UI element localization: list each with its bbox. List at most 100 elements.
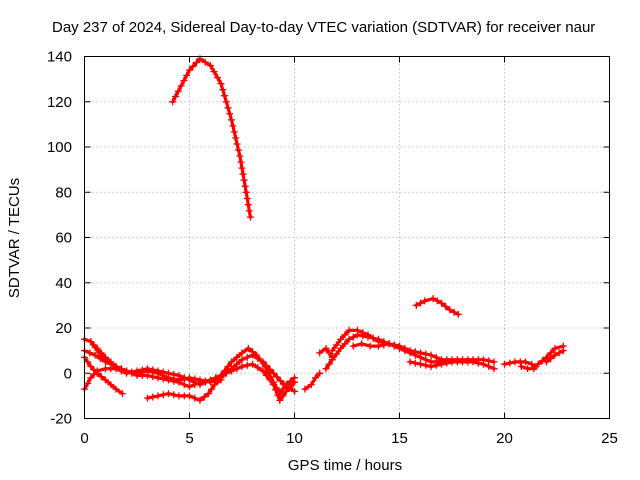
data-point: [180, 381, 188, 389]
data-point: [207, 376, 214, 384]
data-point: [337, 344, 345, 352]
series-arc-22b: [543, 347, 567, 366]
data-point: [528, 360, 536, 368]
data-point: [328, 353, 336, 361]
data-point: [170, 370, 178, 378]
data-point: [244, 344, 252, 352]
data-point: [411, 348, 419, 356]
series-arc-20: [501, 358, 540, 370]
data-point: [442, 303, 450, 310]
data-point: [186, 376, 193, 384]
data-point: [286, 383, 294, 391]
data-point: [421, 297, 429, 305]
data-point: [201, 378, 209, 386]
data-point: [90, 366, 98, 374]
data-point: [123, 369, 130, 377]
data-point: [245, 207, 253, 215]
data-point: [193, 59, 200, 66]
data-point: [417, 299, 424, 307]
data-point: [264, 368, 272, 376]
data-point: [210, 68, 218, 76]
data-point: [359, 329, 367, 336]
series-arc-165: [412, 295, 462, 318]
data-point: [219, 86, 227, 94]
data-point: [191, 378, 199, 386]
data-point: [432, 353, 440, 361]
data-point: [180, 77, 188, 85]
data-point: [551, 351, 559, 359]
plot-area: [81, 55, 567, 404]
data-point: [243, 361, 251, 369]
y-tick-label: 80: [55, 184, 72, 201]
data-point: [233, 365, 241, 373]
data-point: [222, 369, 230, 377]
data-point: [232, 134, 240, 142]
y-tick-label: -20: [50, 411, 72, 428]
data-point: [380, 341, 388, 349]
data-point: [422, 350, 430, 358]
data-point: [277, 377, 284, 385]
data-point: [316, 349, 324, 357]
data-point: [446, 306, 454, 314]
series-arc-21: [517, 363, 538, 373]
data-point: [325, 349, 333, 357]
data-point: [159, 368, 167, 376]
data-point: [154, 392, 162, 400]
x-tick-label: 5: [185, 430, 193, 447]
data-point: [144, 372, 151, 379]
data-point: [276, 396, 284, 404]
data-point: [229, 122, 237, 130]
data-point: [246, 213, 254, 221]
data-point: [165, 376, 172, 384]
data-point: [273, 373, 281, 381]
series-arc-10: [301, 369, 324, 393]
data-point: [349, 333, 357, 341]
data-point: [242, 188, 250, 196]
data-point: [201, 58, 209, 66]
data-point: [222, 98, 230, 106]
data-point: [84, 379, 92, 387]
series-arc-22: [534, 342, 567, 368]
data-point: [224, 104, 232, 112]
data-point: [239, 170, 247, 178]
data-point: [177, 82, 185, 90]
data-point: [112, 385, 120, 393]
data-point: [417, 360, 424, 368]
data-point: [170, 391, 178, 399]
data-point: [366, 342, 374, 350]
data-point: [490, 365, 498, 373]
data-point: [534, 360, 542, 368]
data-point: [345, 335, 353, 343]
data-point: [417, 349, 424, 357]
data-point: [165, 390, 172, 398]
data-point: [448, 358, 456, 366]
data-point: [547, 355, 555, 362]
data-point: [253, 351, 261, 359]
x-tick-label: 15: [391, 430, 408, 447]
data-point: [312, 374, 319, 382]
data-point: [84, 358, 92, 366]
data-point: [217, 80, 225, 88]
x-tick-label: 0: [80, 430, 88, 447]
data-point: [316, 369, 324, 377]
data-point: [369, 334, 377, 342]
data-point: [97, 373, 105, 381]
data-point: [200, 393, 208, 401]
data-point: [337, 335, 345, 343]
data-point: [559, 347, 567, 355]
y-tick-label: 140: [47, 49, 72, 66]
data-point: [325, 360, 333, 368]
data-point: [204, 390, 212, 398]
data-point: [279, 392, 287, 400]
data-point: [454, 310, 462, 318]
data-point: [412, 301, 420, 309]
data-point: [159, 391, 167, 399]
series-arc-0e: [87, 338, 109, 364]
x-tick-label: 10: [286, 430, 303, 447]
data-point: [238, 164, 246, 172]
data-point: [211, 381, 219, 389]
data-point: [154, 367, 162, 375]
data-point: [364, 331, 372, 339]
data-point: [149, 393, 157, 401]
